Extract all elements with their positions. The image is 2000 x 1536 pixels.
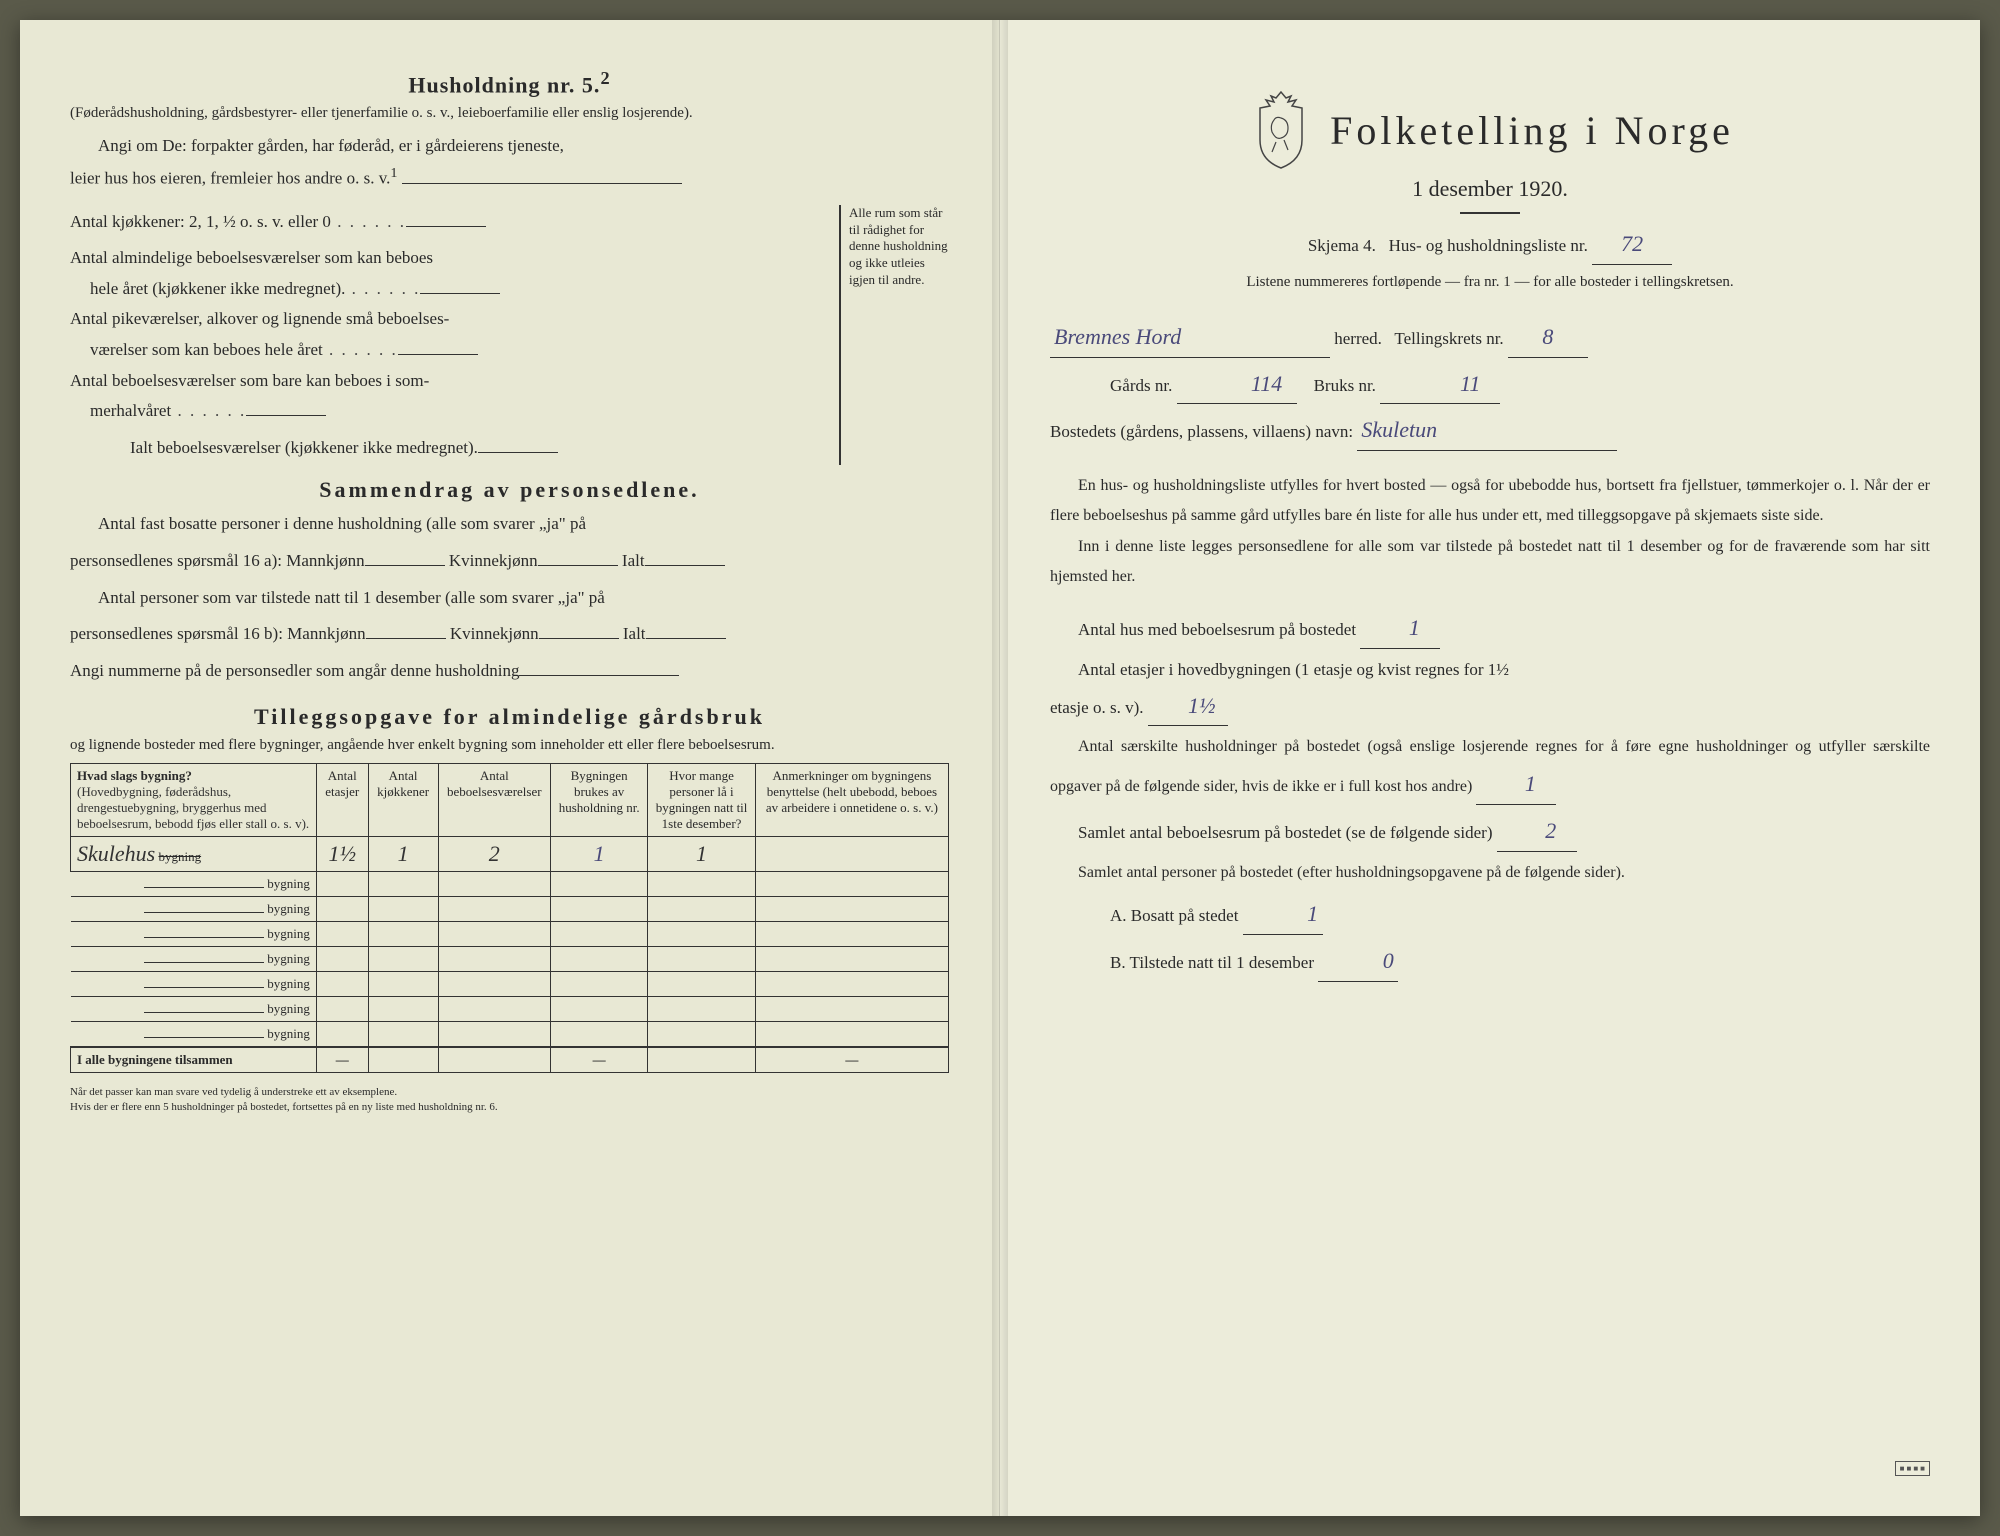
sammendrag-title: Sammendrag av personsedlene. bbox=[70, 477, 949, 503]
footnote: Når det passer kan man svare ved tydelig… bbox=[70, 1085, 949, 1116]
qA: A. Bosatt på stedet 1 bbox=[1050, 894, 1930, 935]
table-row: bygning bbox=[71, 946, 949, 971]
qB: B. Tilstede natt til 1 desember 0 bbox=[1050, 941, 1930, 982]
table-total-row: I alle bygningene tilsammen — — — bbox=[71, 1047, 949, 1073]
husholdning-title: Husholdning nr. 5.2 bbox=[70, 68, 949, 98]
q4: Samlet antal beboelsesrum på bostedet (s… bbox=[1050, 811, 1930, 852]
q3: Antal særskilte husholdninger på bostede… bbox=[1050, 732, 1930, 805]
date-line: 1 desember 1920. bbox=[1050, 176, 1930, 202]
table-row: bygning bbox=[71, 871, 949, 896]
bosted-line: Bostedets (gårdens, plassens, villaens) … bbox=[1050, 410, 1930, 451]
paragraph-2: Inn i denne liste legges personsedlene f… bbox=[1050, 532, 1930, 593]
rooms-block: Antal kjøkkener: 2, 1, ½ o. s. v. eller … bbox=[70, 201, 949, 470]
brace-note: Alle rum som står til rådighet for denne… bbox=[839, 205, 949, 466]
q2: Antal etasjer i hovedbygningen (1 etasje… bbox=[1050, 655, 1930, 726]
q5: Samlet antal personer på bostedet (efter… bbox=[1050, 858, 1930, 888]
paragraph-1: En hus- og husholdningsliste utfylles fo… bbox=[1050, 471, 1930, 532]
skjema-line: Skjema 4. Hus- og husholdningsliste nr. … bbox=[1050, 224, 1930, 265]
title-block: Folketelling i Norge 1 desember 1920. bbox=[1050, 90, 1930, 214]
printer-stamp: ■ ■ ■ ■ bbox=[1895, 1461, 1930, 1476]
right-page: Folketelling i Norge 1 desember 1920. Sk… bbox=[1000, 20, 1980, 1516]
listene-line: Listene nummereres fortløpende — fra nr.… bbox=[1050, 271, 1930, 294]
main-title: Folketelling i Norge bbox=[1330, 107, 1734, 154]
table-row: bygning bbox=[71, 996, 949, 1021]
table-row: bygning bbox=[71, 896, 949, 921]
table-row: Skulehus bygning 1½ 1 2 1 1 bbox=[71, 836, 949, 871]
angi-line: Angi om De: forpakter gården, har føderå… bbox=[70, 131, 949, 195]
left-page: Husholdning nr. 5.2 (Føderådshusholdning… bbox=[20, 20, 1000, 1516]
husholdning-subtitle: (Føderådshusholdning, gårdsbestyrer- ell… bbox=[70, 102, 949, 125]
tillegg-title: Tilleggsopgave for almindelige gårdsbruk bbox=[70, 704, 949, 730]
document-spread: Husholdning nr. 5.2 (Føderådshusholdning… bbox=[20, 20, 1980, 1516]
divider bbox=[1460, 212, 1520, 214]
table-row: bygning bbox=[71, 971, 949, 996]
herred-line: Bremnes Hord herred. Tellingskrets nr. 8 bbox=[1050, 317, 1930, 358]
table-row: bygning bbox=[71, 1021, 949, 1047]
tillegg-subtitle: og lignende bosteder med flere bygninger… bbox=[70, 734, 949, 757]
q1: Antal hus med beboelsesrum på bostedet 1 bbox=[1050, 608, 1930, 649]
coat-of-arms-icon bbox=[1246, 90, 1316, 170]
bygning-table: Hvad slags bygning? (Hovedbygning, føder… bbox=[70, 763, 949, 1073]
table-row: bygning bbox=[71, 921, 949, 946]
gards-line: Gårds nr. 114 Bruks nr. 11 bbox=[1050, 364, 1930, 405]
